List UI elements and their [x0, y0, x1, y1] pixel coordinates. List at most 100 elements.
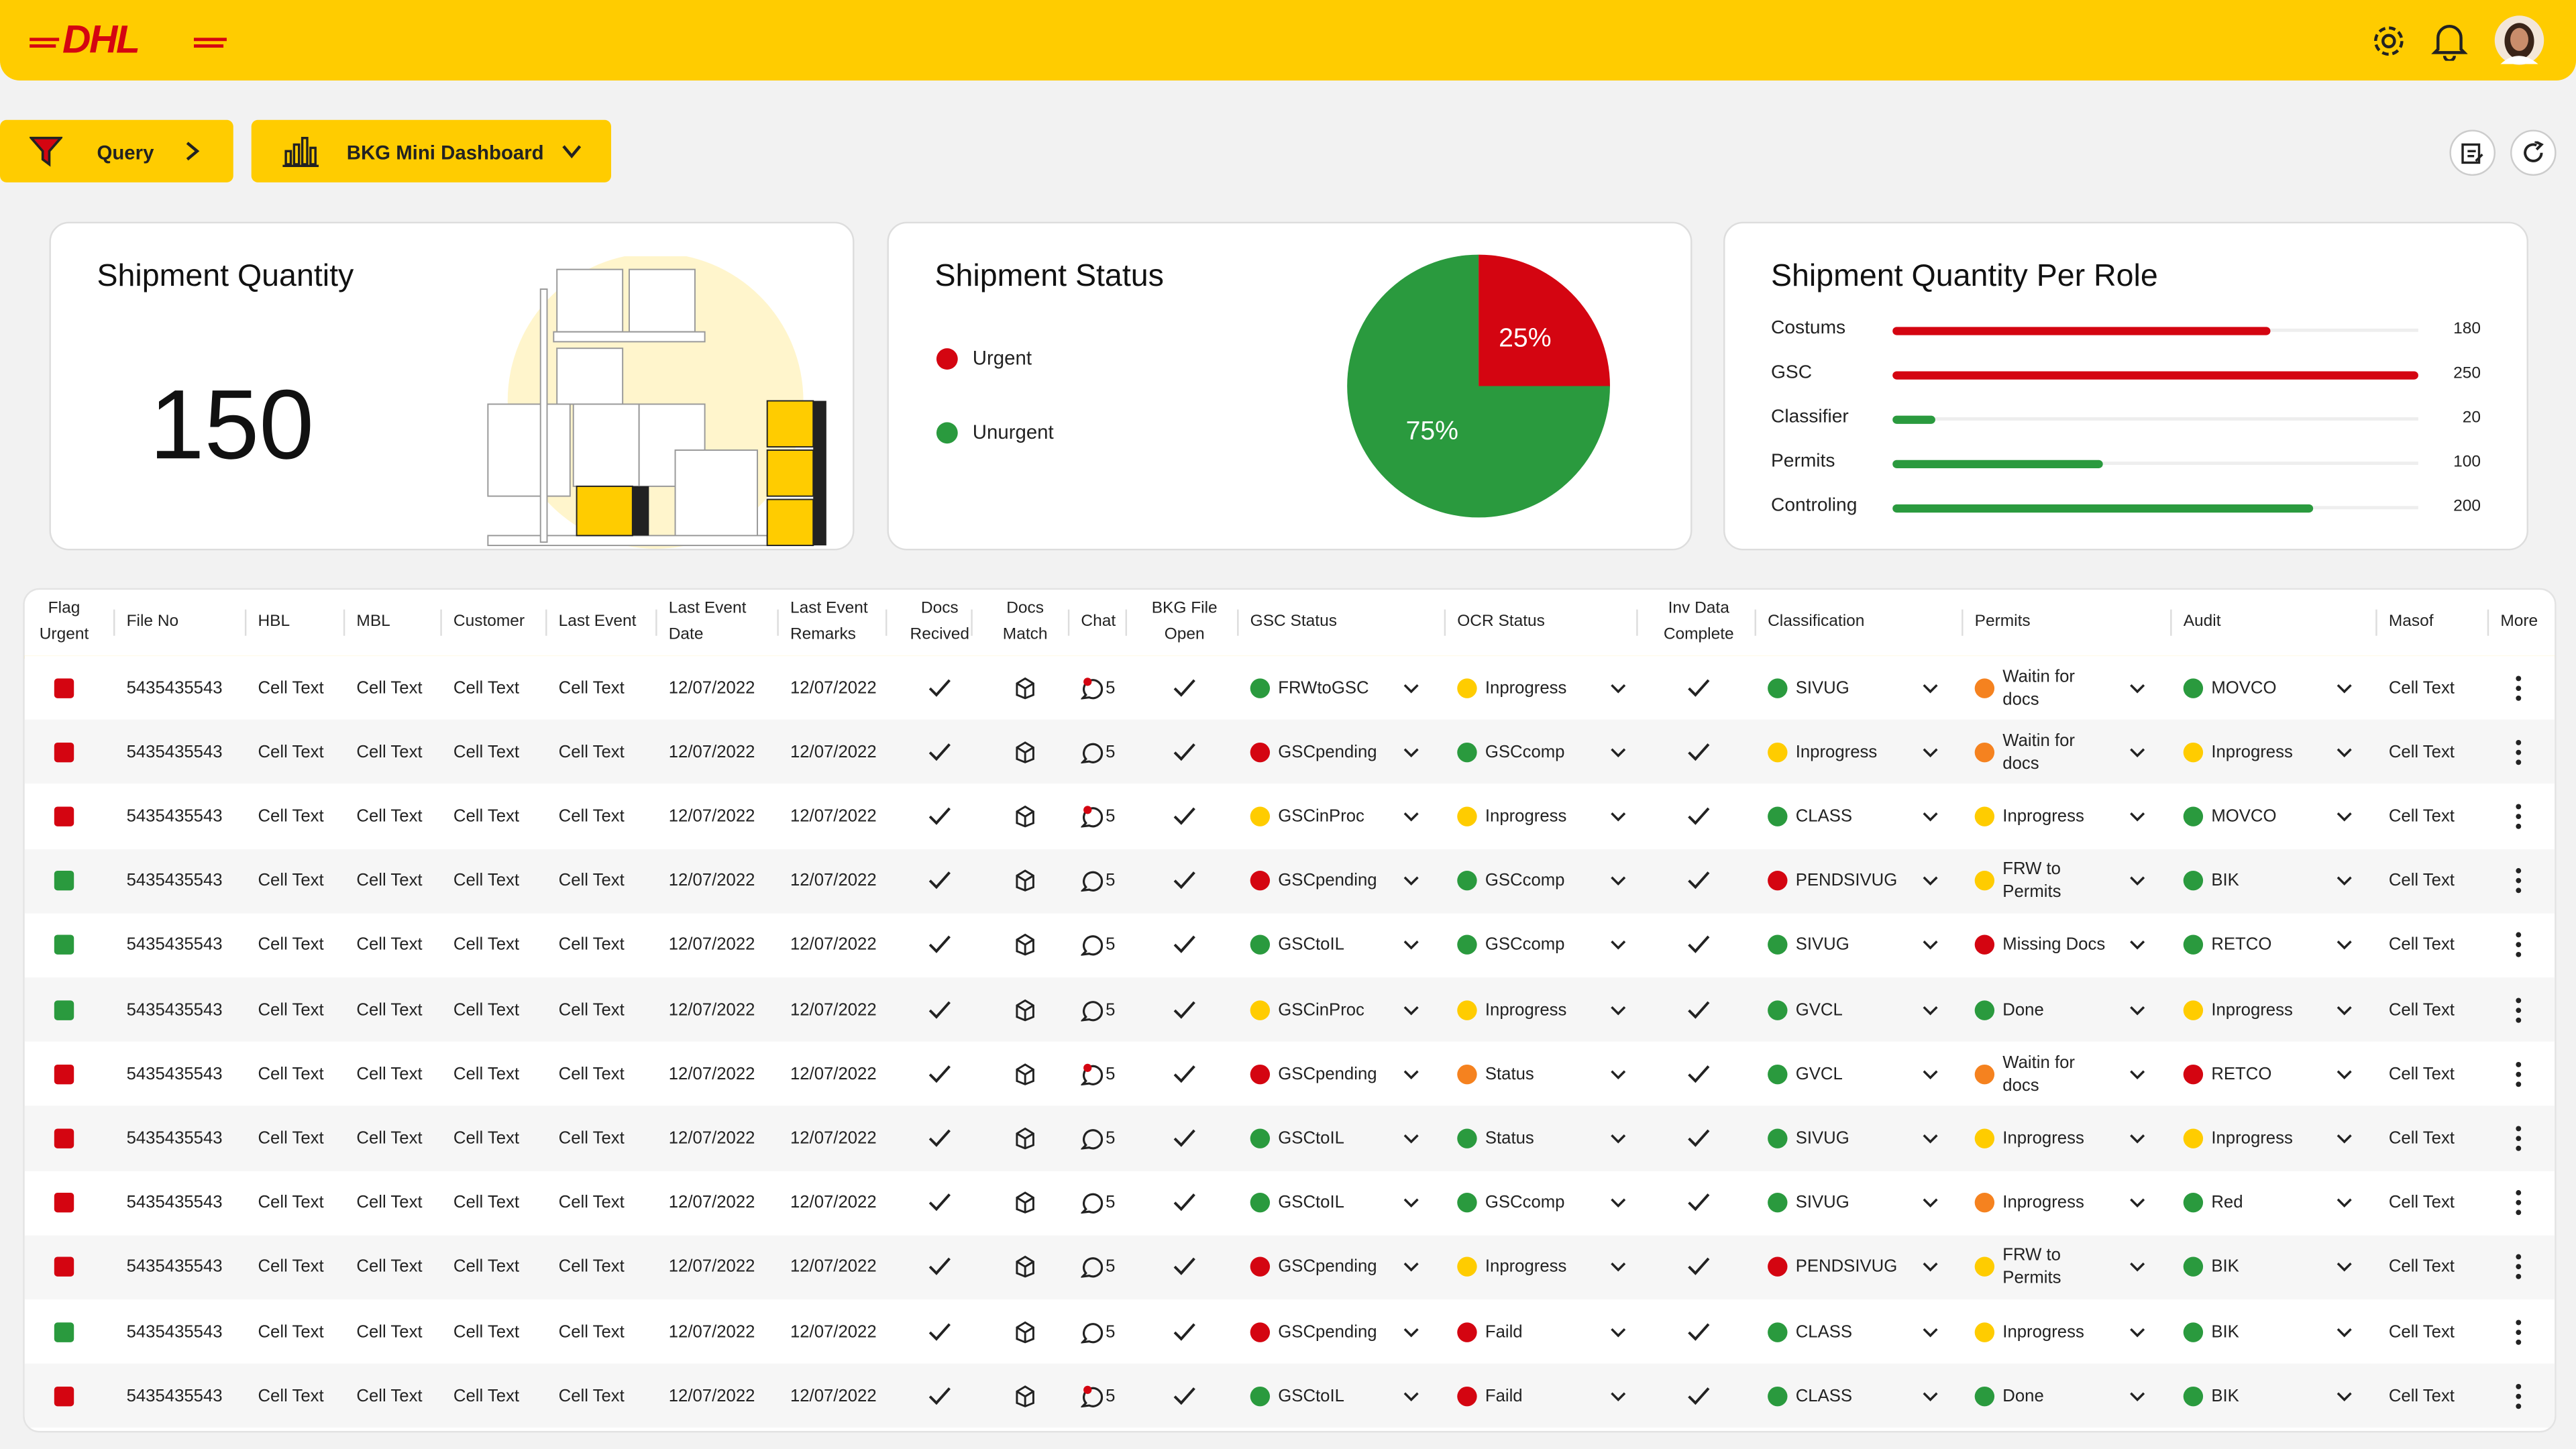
- status-label: Inprogress: [2211, 742, 2293, 762]
- cell-text: Cell Text: [356, 1386, 423, 1406]
- check-icon: [928, 871, 951, 890]
- status-dot: [1768, 1064, 1788, 1084]
- column-header: HBL: [258, 612, 290, 631]
- dropdown-chevron: [2337, 1263, 2352, 1273]
- cell-text: Cell Text: [558, 935, 625, 955]
- cell-text: 12/07/2022: [790, 871, 877, 891]
- cell-text: Cell Text: [453, 1128, 520, 1148]
- table-row: 5435435543 Cell Text Cell Text Cell Text Cel…: [24, 1235, 2555, 1300]
- refresh-icon: [2524, 141, 2544, 162]
- chat-icon: [1081, 1193, 1104, 1214]
- cell-text: 5435435543: [126, 935, 223, 955]
- cell-text: Cell Text: [356, 1128, 423, 1148]
- more-menu[interactable]: [2514, 1319, 2524, 1345]
- more-menu[interactable]: [2514, 932, 2524, 959]
- status-dot: [1768, 1257, 1788, 1277]
- check-icon: [1173, 743, 1195, 761]
- table-row: 5435435543 Cell Text Cell Text Cell Text Cel…: [24, 720, 2555, 785]
- more-menu[interactable]: [2514, 1383, 2524, 1409]
- urgent-flag: [54, 1064, 74, 1084]
- column-header: Chat: [1081, 612, 1116, 631]
- column-header: Docs Recived: [910, 599, 970, 645]
- table-header: Flag Urgent File No HBL MBL Customer Last Eve…: [24, 590, 2555, 659]
- urgent-flag: [54, 1128, 74, 1148]
- role-label: Controling: [1771, 496, 1858, 516]
- dropdown-chevron: [1611, 812, 1626, 822]
- cell-text: Cell Text: [356, 1193, 423, 1213]
- status-label: GSCpending: [1278, 1064, 1377, 1084]
- cell-text: Cell Text: [2388, 1064, 2455, 1084]
- more-menu[interactable]: [2514, 1126, 2524, 1152]
- export-button[interactable]: [2449, 129, 2496, 176]
- more-menu[interactable]: [2514, 1190, 2524, 1216]
- status-dot: [1250, 935, 1271, 955]
- more-menu[interactable]: [2514, 1254, 2524, 1281]
- status-dot: [1974, 871, 1995, 891]
- check-icon: [1173, 678, 1195, 696]
- status-dot: [1768, 1000, 1788, 1020]
- dashboard-button[interactable]: BKG Mini Dashboard: [251, 119, 612, 182]
- status-dot: [2183, 1000, 2204, 1020]
- top-bar: DHL: [0, 0, 2576, 81]
- warehouse-illustration: [487, 256, 826, 549]
- status-label: Inprogress: [1485, 1000, 1567, 1020]
- chat-count: 5: [1106, 935, 1116, 955]
- cell-text: Cell Text: [2388, 1000, 2455, 1020]
- check-icon: [928, 743, 951, 761]
- cell-text: Cell Text: [356, 742, 423, 762]
- quantity-card: Shipment Quantity 150: [49, 221, 855, 551]
- status-dot: [2183, 1257, 2204, 1277]
- query-button[interactable]: Query: [0, 119, 233, 182]
- legend-label: Urgent: [972, 346, 1032, 370]
- dropdown-chevron: [1923, 684, 1938, 693]
- column-separator: [1962, 609, 1964, 636]
- table-row: 5435435543 Cell Text Cell Text Cell Text Cel…: [24, 1106, 2555, 1171]
- status-label: PENDSIVUG: [1795, 1257, 1898, 1277]
- pie-chart: 25% 75%: [1347, 254, 1611, 518]
- urgent-flag: [54, 678, 74, 698]
- dropdown-chevron: [1403, 1391, 1419, 1401]
- check-icon: [1688, 807, 1710, 825]
- chat-count: 5: [1106, 1386, 1116, 1406]
- urgent-flag: [54, 1193, 74, 1213]
- dropdown-chevron: [1923, 812, 1938, 822]
- cell-text: 5435435543: [126, 1386, 223, 1406]
- chart-icon: [282, 137, 319, 168]
- status-dot: [1974, 742, 1995, 762]
- table-row: 5435435543 Cell Text Cell Text Cell Text Cel…: [24, 1171, 2555, 1236]
- status-dot: [1457, 871, 1477, 891]
- cell-text: Cell Text: [2388, 871, 2455, 891]
- status-dot: [2183, 742, 2204, 762]
- dropdown-chevron: [2130, 747, 2145, 757]
- more-menu[interactable]: [2514, 997, 2524, 1023]
- avatar[interactable]: [2494, 15, 2545, 66]
- status-dot: [1250, 1064, 1271, 1084]
- dropdown-chevron: [1611, 747, 1626, 757]
- more-menu[interactable]: [2514, 804, 2524, 830]
- more-menu[interactable]: [2514, 675, 2524, 701]
- status-dot: [1974, 1257, 1995, 1277]
- dropdown-chevron: [1923, 1069, 1938, 1079]
- refresh-button[interactable]: [2510, 129, 2557, 176]
- status-label: BIK: [2211, 1322, 2239, 1342]
- more-menu[interactable]: [2514, 868, 2524, 894]
- cell-text: Cell Text: [356, 1064, 423, 1084]
- column-header: Docs Match: [1002, 599, 1048, 645]
- cell-text: Cell Text: [558, 678, 625, 698]
- status-label: SIVUG: [1795, 1193, 1849, 1213]
- column-header: Masof: [2388, 612, 2434, 631]
- cell-text: Cell Text: [356, 1322, 423, 1342]
- cell-text: 5435435543: [126, 871, 223, 891]
- settings-icon[interactable]: [2369, 21, 2408, 61]
- urgent-flag: [54, 1322, 74, 1342]
- more-menu[interactable]: [2514, 739, 2524, 765]
- status-label: BIK: [2211, 1386, 2239, 1406]
- cell-text: 12/07/2022: [668, 1128, 755, 1148]
- more-menu[interactable]: [2514, 1061, 2524, 1087]
- notifications-icon[interactable]: [2431, 21, 2468, 61]
- check-icon: [1173, 1193, 1195, 1212]
- status-label: Status: [1485, 1064, 1534, 1084]
- status-label: GSCcomp: [1485, 871, 1565, 891]
- pie-label: 25%: [1499, 324, 1551, 353]
